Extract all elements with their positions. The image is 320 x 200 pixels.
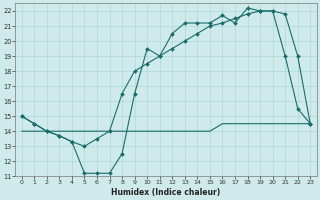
- X-axis label: Humidex (Indice chaleur): Humidex (Indice chaleur): [111, 188, 220, 197]
